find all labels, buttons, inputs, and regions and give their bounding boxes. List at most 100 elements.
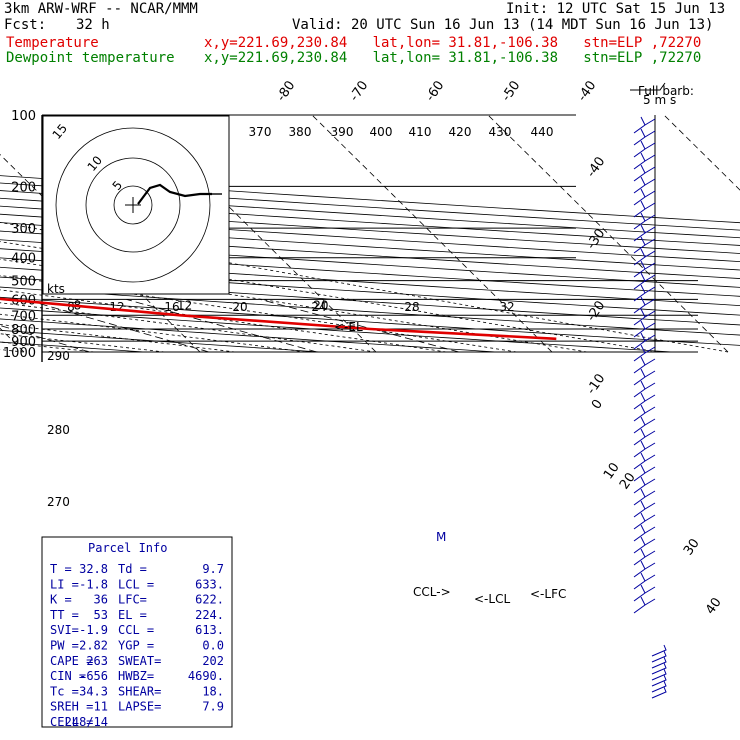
moist-adiabat-36	[0, 241, 658, 353]
parcel-row-6-col-1: 263	[86, 654, 108, 668]
wind-barb	[633, 322, 656, 338]
wind-barb-flag	[640, 380, 646, 390]
temperature-legend: Temperature	[6, 35, 99, 51]
dry-adiabat-320	[0, 296, 740, 346]
parcel-row-2-col-0: K =	[50, 593, 72, 607]
mixing-ratio-label-20: 20	[313, 298, 328, 312]
wind-barb	[633, 346, 656, 362]
wind-barb	[633, 238, 656, 254]
wind-barb	[633, 166, 656, 182]
isotherm-top-label--80: -80	[274, 78, 298, 104]
wind-barb-flag	[640, 404, 646, 414]
parcel-row-9-col-0: SREH =	[50, 700, 93, 714]
wind-barb-low	[651, 668, 667, 681]
dewpoint-legend: Dewpoint temperature	[6, 50, 175, 66]
pressure-label-500: 500	[11, 275, 36, 290]
wind-scale-label-12: 12	[109, 300, 124, 314]
wind-barb-flag	[640, 548, 646, 558]
isotherm-label-40: 40	[703, 595, 725, 617]
valid-time: Valid: 20 UTC Sun 16 Jun 13 (14 MDT Sun …	[292, 17, 714, 33]
wind-scale-label-20: 20	[232, 300, 247, 314]
wind-barb	[633, 514, 656, 530]
parcel-row-5-col-0: PW =	[50, 639, 79, 653]
wind-barb-low	[651, 656, 667, 669]
wind-barb-low	[651, 644, 667, 657]
dry-adiabat-450	[0, 182, 740, 231]
wind-barb-flag	[640, 332, 646, 342]
wind-barb-low	[651, 662, 667, 675]
parcel-row-1-col-0: LI =	[50, 577, 79, 591]
mixing-ratio-label-12: 12	[177, 298, 192, 312]
isotherm-30	[311, 114, 553, 353]
wind-barb-low	[651, 674, 667, 687]
isotherm-top-label--70: -70	[347, 78, 371, 104]
temperature-location: x,y=221.69,230.84 lat,lon= 31.81,-106.38…	[204, 35, 702, 51]
barb-legend-units: 5 m s	[643, 93, 676, 107]
dewpoint-location: x,y=221.69,230.84 lat,lon= 31.81,-106.38…	[204, 50, 702, 66]
parcel-row-3-col-2: EL =	[118, 608, 147, 622]
parcel-row-2-col-2: LFC=	[118, 593, 147, 607]
wind-barb	[633, 430, 656, 446]
wind-barb	[633, 442, 656, 458]
parcel-row-9-col-3: 7.9	[202, 700, 224, 714]
wind-barb-flag	[640, 500, 646, 510]
parcel-info-title: Parcel Info	[88, 541, 167, 555]
parcel-row-2-col-3: 622.	[195, 593, 224, 607]
dry-adiabat-350	[0, 266, 740, 316]
wind-barb-flag	[640, 296, 646, 306]
kts-label: kts	[47, 282, 65, 296]
parcel-row-0-col-2: Td =	[118, 562, 147, 576]
isotherm-label--40: -40	[584, 154, 608, 180]
parcel-info-box: Parcel Info T = 32.8 Td = 9.7 LI = -1.8 LCL = 63…	[41, 536, 233, 729]
wind-barb-flag	[640, 152, 646, 162]
parcel-row-4-col-1: -1.9	[79, 623, 108, 637]
wind-barb	[633, 502, 656, 518]
theta-left-label-280: 280	[47, 423, 70, 437]
hodograph-frame	[42, 115, 230, 295]
wind-barb	[633, 466, 656, 482]
wind-barb	[633, 202, 656, 218]
parcel-row-8-col-3: 18.	[202, 684, 224, 698]
parcel-row-0-col-3: 9.7	[202, 562, 224, 576]
wind-barb	[633, 298, 656, 314]
theta-label-440: 440	[531, 125, 554, 139]
wind-barb-flag	[640, 188, 646, 198]
wind-barb	[633, 382, 656, 398]
isotherm-label-30: 30	[681, 536, 703, 558]
wind-barb-flag	[640, 260, 646, 270]
wind-barb-flag	[640, 512, 646, 522]
parcel-row-0-col-1: 32.8	[79, 562, 108, 576]
theta-left-label-290: 290	[47, 349, 70, 363]
moist-adiabat-16	[0, 313, 306, 353]
parcel-box-bg	[43, 537, 233, 727]
parcel-row-8-col-2: SHEAR=	[118, 684, 161, 698]
wind-barb	[633, 142, 656, 158]
wind-barb-flag	[640, 596, 646, 606]
theta-label-430: 430	[489, 125, 512, 139]
wind-barb-flag	[640, 392, 646, 402]
hodograph-ring-1	[113, 185, 153, 225]
isotherm-50	[663, 114, 740, 191]
theta-label-410: 410	[409, 125, 432, 139]
dry-adiabat-440	[0, 190, 740, 239]
pressure-label-100: 100	[11, 109, 36, 124]
wind-barb-low	[651, 686, 667, 699]
wind-barb	[633, 598, 656, 614]
wind-barb	[633, 526, 656, 542]
hodograph-trace	[137, 183, 212, 205]
wind-barb-flag	[640, 476, 646, 486]
wind-scale-label-16: 16	[164, 300, 179, 314]
forecast-hour: 32 h	[76, 17, 110, 33]
parcel-row-9-col-1: 11	[94, 700, 108, 714]
wind-barb-flag	[640, 488, 646, 498]
wind-scale-label-32: 32	[499, 300, 514, 314]
annotation-4: M	[436, 530, 446, 544]
wind-barb-flag	[640, 308, 646, 318]
theta-label-370: 370	[249, 125, 272, 139]
theta-left-label-270: 270	[47, 495, 70, 509]
parcel-row-4-col-0: SVI=	[50, 623, 79, 637]
wind-barb-flag	[640, 284, 646, 294]
wind-scale-label-28: 28	[404, 300, 419, 314]
parcel-row-3-col-3: 224.	[195, 608, 224, 622]
mixing-ratio-line-12	[126, 299, 317, 353]
